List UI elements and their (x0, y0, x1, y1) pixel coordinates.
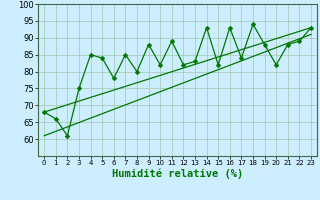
X-axis label: Humidité relative (%): Humidité relative (%) (112, 169, 243, 179)
